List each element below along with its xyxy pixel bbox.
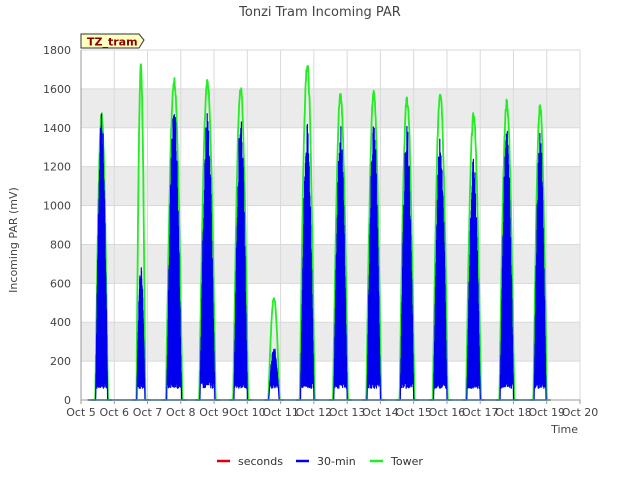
x-tick-label: Oct 11: [262, 406, 299, 419]
y-tick-label: 1400: [43, 122, 71, 135]
x-tick-label: Oct 6: [100, 406, 130, 419]
30-min-series-day-peak: [329, 126, 352, 401]
axes: [80, 50, 580, 401]
x-tick-label: Oct 10: [229, 406, 266, 419]
x-tick-label: Oct 12: [296, 406, 333, 419]
y-axis-label: Incoming PAR (mV): [7, 187, 20, 293]
x-tick-label: Oct 15: [395, 406, 432, 419]
tick-labels: 0 200 400 600 800 1000 1200 1400 1600 1800 Oct 5 Oc…: [43, 44, 598, 419]
tower-series-day-peak: [264, 297, 284, 401]
chart-title: Tonzi Tram Incoming PAR: [238, 5, 401, 20]
30-min-series-day-peak: [396, 126, 418, 401]
y-tick-label: 800: [50, 238, 71, 251]
x-tick-label: Oct 20: [562, 406, 599, 419]
legend: seconds 30-min Tower: [217, 455, 423, 468]
tower-series-day-peak: [461, 112, 486, 401]
30-min-series-day-peak: [195, 113, 220, 401]
y-tick-label: 1600: [43, 83, 71, 96]
30-min-series-day-peak: [296, 123, 319, 401]
tower-series-day-peak: [229, 87, 253, 401]
series-layer: [87, 63, 551, 401]
x-tick-label: Oct 18: [495, 406, 532, 419]
tower-series-day-peak: [395, 96, 419, 401]
30-min-series-day-peak: [229, 121, 252, 401]
tower-series-day-peak: [428, 93, 452, 401]
x-tick-label: Oct 7: [133, 406, 163, 419]
site-tag-box: [80, 33, 145, 49]
plot-bands: [81, 50, 580, 400]
tower-series-day-peak: [529, 104, 551, 401]
grid-band: [81, 322, 580, 362]
y-tick-label: 1200: [43, 161, 71, 174]
x-tick-label: Oct 14: [362, 406, 399, 419]
tower-series-day-peak: [328, 93, 353, 401]
30-min-series-day-peak: [91, 113, 112, 401]
x-tick-label: Oct 8: [166, 406, 196, 419]
x-axis-label: Time: [550, 423, 578, 436]
30-min-series-day-peak: [530, 132, 551, 401]
tower-series-day-peak: [195, 79, 220, 401]
grid-band: [81, 88, 580, 128]
grid-band: [81, 244, 580, 284]
x-tick-label: Oct 9: [199, 406, 229, 419]
30-min-series-day-peak: [362, 126, 385, 401]
x-tick-label: Oct 13: [329, 406, 366, 419]
tower-series-day-peak: [362, 89, 386, 401]
30-min-series-day-peak: [264, 348, 284, 401]
30-min-series-day-peak: [162, 114, 186, 401]
y-tick-label: 0: [64, 394, 71, 407]
legend-label-seconds: seconds: [238, 455, 283, 468]
x-tick-label: Oct 16: [429, 406, 466, 419]
legend-label-30-min: 30-min: [317, 455, 356, 468]
tower-series-day-peak: [295, 65, 319, 401]
30-min-series-day-peak: [132, 267, 150, 401]
tower-series-day-peak: [161, 77, 187, 401]
x-tick-label: Oct 5: [66, 406, 96, 419]
x-tick-label: Oct 19: [528, 406, 565, 419]
site-tag-label: TZ_tram: [87, 36, 138, 49]
y-tick-label: 200: [50, 355, 71, 368]
y-tick-label: 1800: [43, 44, 71, 57]
site-tag: TZ_tram: [80, 33, 145, 49]
30-min-series-day-peak: [429, 138, 452, 401]
legend-label-tower: Tower: [390, 455, 423, 468]
y-tick-label: 600: [50, 277, 71, 290]
grid-band: [81, 166, 580, 206]
x-tick-label: Oct 17: [462, 406, 499, 419]
30-min-series-day-peak: [462, 158, 485, 401]
tower-series-day-peak: [132, 63, 150, 401]
y-tick-label: 400: [50, 316, 71, 329]
30-min-series-day-peak: [495, 130, 518, 401]
y-tick-label: 1000: [43, 200, 71, 213]
tower-series-day-peak: [495, 98, 519, 401]
